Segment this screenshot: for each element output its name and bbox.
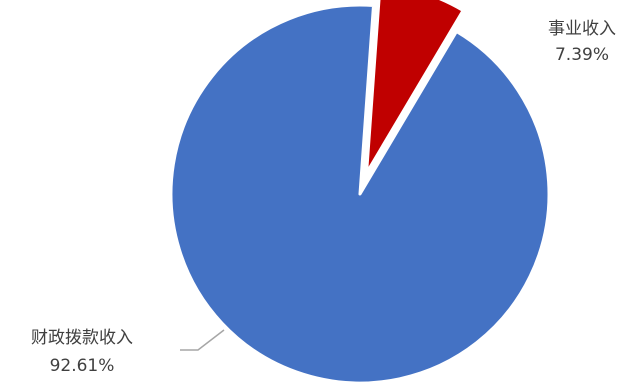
pie-slice-1: [365, 0, 465, 175]
label-caizheng-percent: 92.61%: [50, 356, 115, 376]
leader-lines: [180, 329, 225, 351]
leader-line-caizheng: [180, 329, 225, 351]
label-shiye-name: 事业收入: [548, 19, 616, 39]
pie-slice-0: [169, 3, 551, 385]
pie-slices: [169, 0, 551, 385]
label-caizheng-name: 财政拨款收入: [31, 328, 133, 348]
label-shiye-percent: 7.39%: [555, 45, 609, 65]
